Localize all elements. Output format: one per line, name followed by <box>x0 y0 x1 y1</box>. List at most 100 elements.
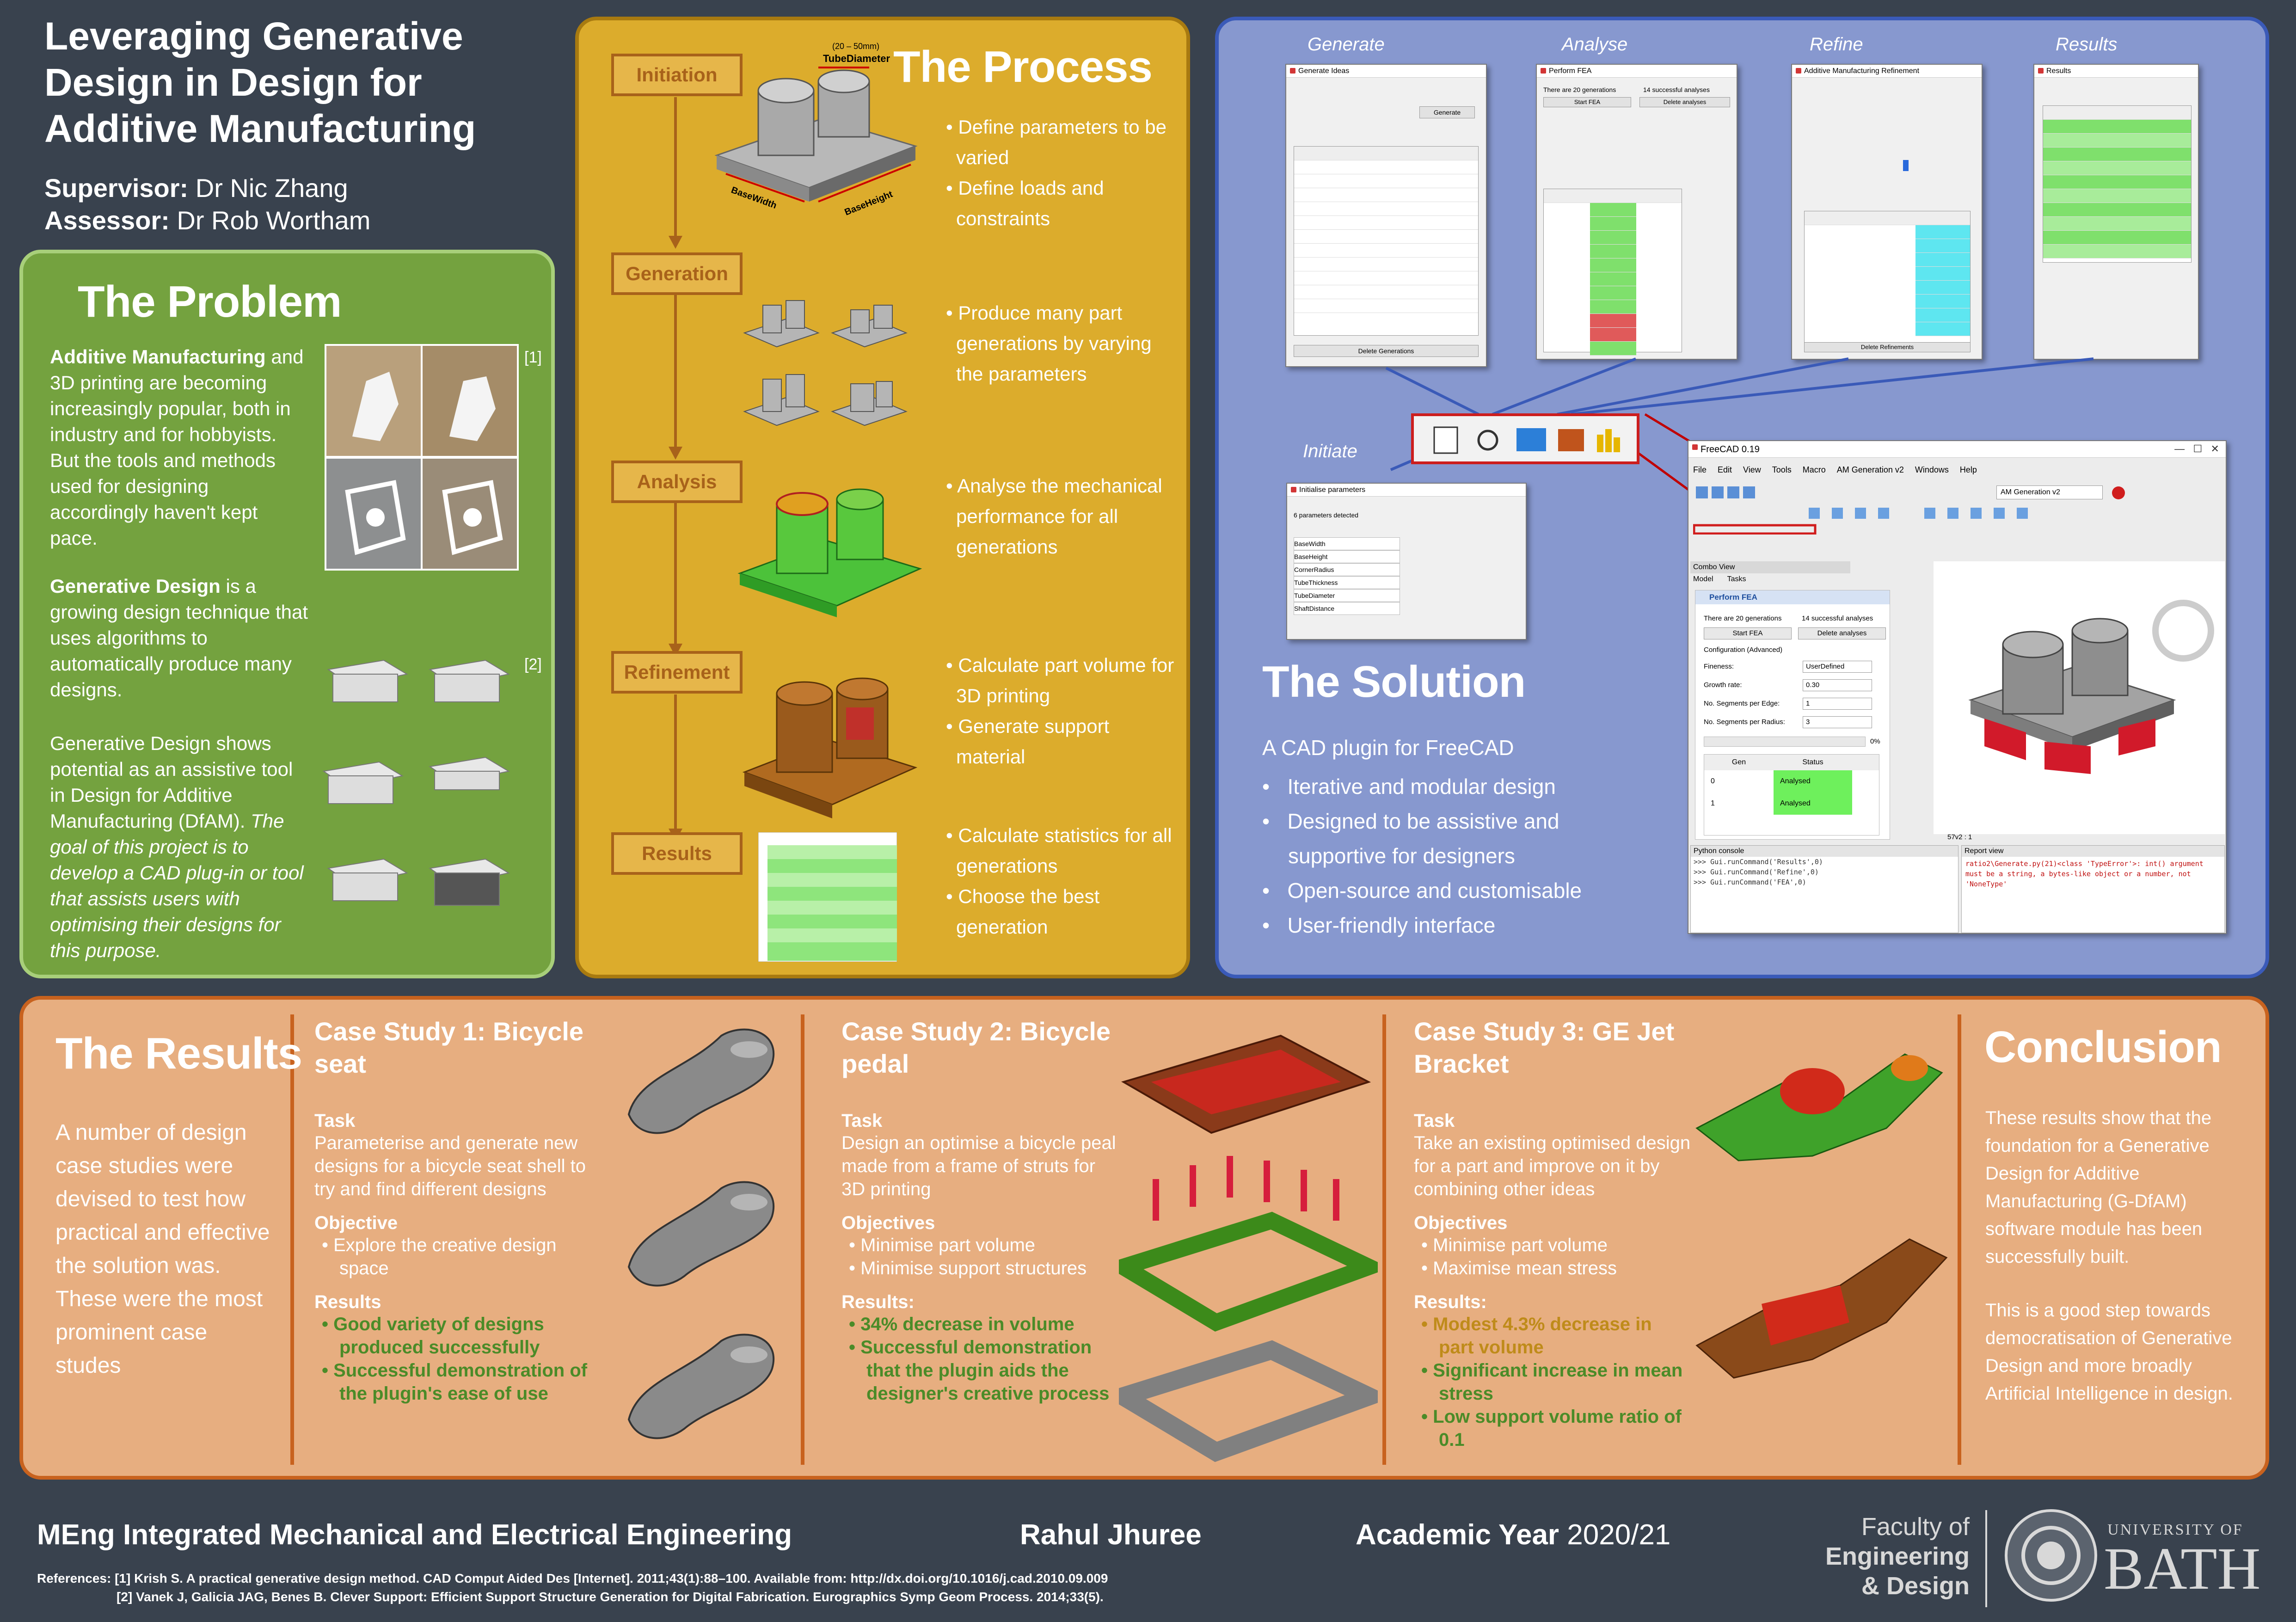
faculty-name: Faculty of Engineering & Design <box>1803 1512 1970 1601</box>
param-row: TubeDiameter <box>1294 589 1400 602</box>
cs2-objective: Minimise support structures <box>841 1257 1119 1280</box>
menu-macro[interactable]: Macro <box>1802 465 1826 474</box>
fea-icon[interactable] <box>1516 428 1546 451</box>
cs1-result: Good variety of designs produced success… <box>314 1313 610 1359</box>
cs1-objective: Explore the creative design space <box>314 1234 610 1280</box>
generate-icon[interactable] <box>1477 430 1498 451</box>
results-intro: A number of design case studies were dev… <box>55 1120 270 1378</box>
solution-bullets: • Iterative and modular design • Designe… <box>1262 769 1604 943</box>
cs3-objective-label: Objectives <box>1414 1213 1508 1233</box>
cs2-objective-label: Objectives <box>841 1213 935 1233</box>
cs3-results-label: Results: <box>1414 1292 1487 1312</box>
menu-am-generation[interactable]: AM Generation v2 <box>1836 465 1904 474</box>
delete-analyses-button[interactable]: Delete analyses <box>1639 97 1730 107</box>
cs3-objective: Minimise part volume <box>1414 1234 1691 1257</box>
refine-window[interactable]: Additive Manufacturing Refinement Delete… <box>1791 64 1983 360</box>
menu-tools[interactable]: Tools <box>1772 465 1792 474</box>
menu-file[interactable]: File <box>1693 465 1707 474</box>
workbench-select[interactable]: AM Generation v2 <box>1996 485 2103 499</box>
document-tab[interactable]: 57v2 : 1 <box>1947 833 1972 841</box>
analyse-info-2: 14 successful analyses <box>1643 86 1710 93</box>
tab-model[interactable]: Model <box>1693 575 1713 583</box>
segments-radius-input[interactable]: 3 <box>1803 716 1872 728</box>
table-row[interactable]: 0 Analysed <box>1704 770 1879 793</box>
printed-parts-photo-graphic <box>326 346 517 569</box>
course-title: MEng Integrated Mechanical and Electrica… <box>37 1519 792 1551</box>
solution-bullet-text: Designed to be assistive and supportive … <box>1287 809 1559 868</box>
faculty-line-2: Engineering <box>1825 1542 1970 1570</box>
menu-edit[interactable]: Edit <box>1718 465 1732 474</box>
results-divider <box>801 1014 804 1465</box>
table-row[interactable]: 1 Analysed <box>1704 793 1879 815</box>
menu-windows[interactable]: Windows <box>1915 465 1949 474</box>
window-controls[interactable]: — ☐ ✕ <box>2174 443 2219 455</box>
fea-config-label: Configuration (Advanced) <box>1704 646 1783 654</box>
resolution-slider[interactable] <box>1903 160 1909 171</box>
results-icon[interactable] <box>1597 435 1603 452</box>
process-connector-4 <box>674 694 677 833</box>
generate-button[interactable]: Generate <box>1419 106 1475 118</box>
supervisor-name: Dr Nic Zhang <box>195 173 348 203</box>
process-arrow-2 <box>669 447 682 460</box>
faculty-line-1: Faculty of <box>1861 1513 1970 1541</box>
analyse-window[interactable]: Perform FEA There are 20 generations 14 … <box>1536 64 1737 360</box>
fea-info: There are 20 generations <box>1704 614 1782 622</box>
cs3-objective: Maximise mean stress <box>1414 1257 1691 1280</box>
process-arrow-1 <box>669 236 682 249</box>
python-console[interactable]: Python console >>> Gui.runCommand('Resul… <box>1690 845 1958 933</box>
start-fea-button[interactable]: Start FEA <box>1543 97 1631 107</box>
initiate-window[interactable]: Initialise parameters 6 parameters detec… <box>1286 483 1527 640</box>
record-macro-icon[interactable] <box>2112 486 2125 499</box>
process-connector-1 <box>674 97 677 240</box>
solution-bullet-text: Open-source and customisable <box>1287 879 1582 903</box>
menu-help[interactable]: Help <box>1959 465 1977 474</box>
initiate-icon[interactable] <box>1433 426 1458 454</box>
assessor-line: Assessor: Dr Rob Wortham <box>44 205 370 236</box>
freecad-window[interactable]: FreeCAD 0.19 — ☐ ✕ File Edit View Tools … <box>1688 440 2227 934</box>
refine-table <box>1804 211 1971 345</box>
cs2-task-label: Task <box>841 1111 883 1131</box>
console-line: >>> Gui.runCommand('FEA',0) <box>1694 878 1806 886</box>
process-heading: The Process <box>893 42 1153 92</box>
support-structure-graphic <box>742 677 918 818</box>
generate-window[interactable]: Generate Ideas Generate Delete Generatio… <box>1285 64 1487 367</box>
results-bullet: Choose the best generation <box>946 881 1177 942</box>
conclusion-heading: Conclusion <box>1984 1022 2222 1072</box>
segments-edge-input[interactable]: 1 <box>1803 698 1872 710</box>
results-window[interactable]: Results <box>2033 64 2199 360</box>
cs2-result: Successful demonstration that the plugin… <box>841 1336 1119 1405</box>
results-bullets: Calculate statistics for all generations… <box>946 820 1177 942</box>
initiation-bullet: Define loads and constraints <box>946 173 1177 234</box>
cs3-task-label: Task <box>1414 1111 1455 1131</box>
author-name: Rahul Jhuree <box>1020 1519 1202 1551</box>
report-view[interactable]: Report view ratio2\Generate.py(21)<class… <box>1961 845 2225 933</box>
report-view-title: Report view <box>1962 846 2224 857</box>
results-window-title: Results <box>2034 65 2198 78</box>
fea-delete-button[interactable]: Delete analyses <box>1798 627 1886 639</box>
menu-view[interactable]: View <box>1743 465 1761 474</box>
refine-icon[interactable] <box>1558 429 1584 451</box>
delete-generations-button[interactable]: Delete Generations <box>1294 345 1479 357</box>
report-text: ratio2\Generate.py(21)<class 'TypeError'… <box>1965 860 2204 888</box>
university-seal-icon <box>2005 1509 2097 1602</box>
cs3-result: Modest 4.3% decrease in part volume <box>1414 1313 1691 1359</box>
refs-label: References: <box>37 1571 111 1585</box>
fineness-select[interactable]: UserDefined <box>1803 661 1872 673</box>
3d-viewport[interactable] <box>1934 561 2225 834</box>
delete-refinements-button[interactable]: Delete Refinements <box>1804 342 1971 352</box>
stage-analysis: Analysis <box>611 461 743 503</box>
bicycle-pedal-models-graphic <box>1119 1034 1378 1462</box>
dim-base-height-label: BaseHeight <box>843 189 895 218</box>
fea-start-button[interactable]: Start FEA <box>1704 627 1792 639</box>
tab-tasks[interactable]: Tasks <box>1727 575 1746 583</box>
plugin-toolbar <box>1411 413 1639 464</box>
navigation-cube-icon[interactable] <box>2152 600 2214 662</box>
problem-panel: The Problem Additive Manufacturing and 3… <box>19 250 555 978</box>
growth-rate-input[interactable]: 0.30 <box>1803 679 1872 691</box>
footer-divider <box>1985 1510 1987 1607</box>
generate-table <box>1294 146 1479 336</box>
conclusion-p2: This is a good step towards democratisat… <box>1985 1300 2233 1404</box>
freecad-toolbars <box>1693 486 2125 535</box>
problem-ref-2: [2] <box>524 656 542 673</box>
cs2-result: 34% decrease in volume <box>841 1313 1119 1336</box>
